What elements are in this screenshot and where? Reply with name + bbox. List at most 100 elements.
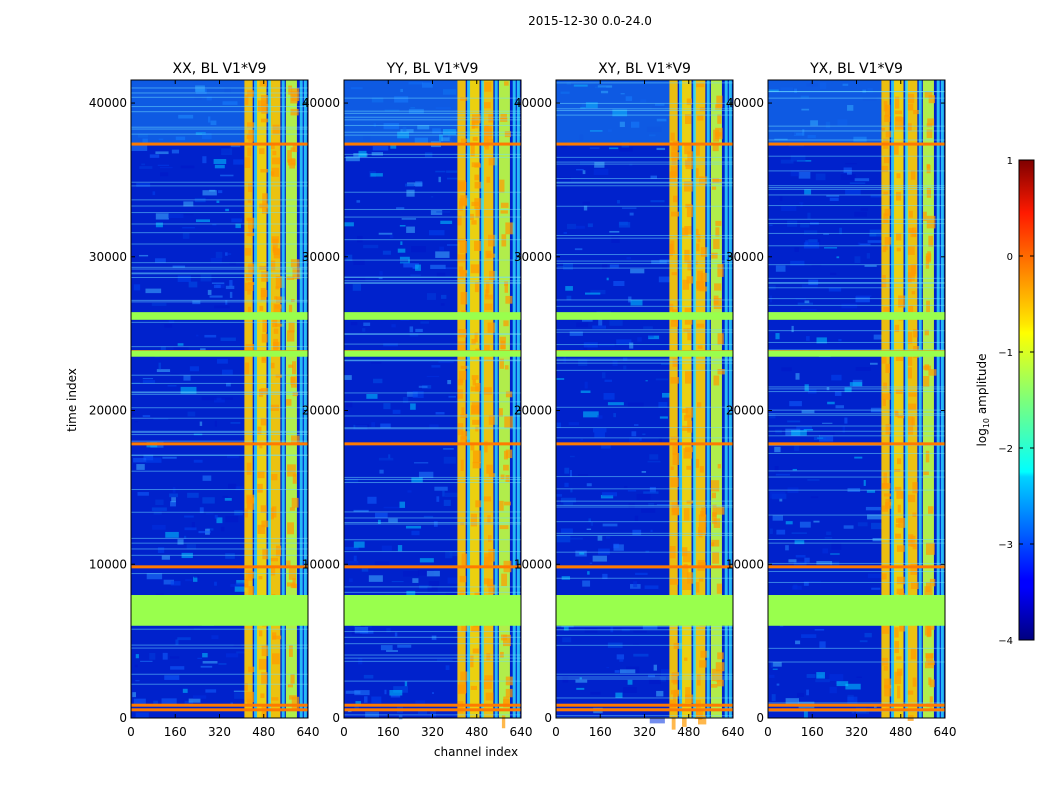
band-blotch — [896, 656, 902, 660]
texture-patch — [792, 468, 797, 471]
band-blotch — [503, 464, 509, 471]
faint-line — [768, 386, 945, 388]
texture-patch — [613, 280, 625, 287]
texture-patch — [171, 149, 180, 154]
x-tick-label: 480 — [677, 725, 700, 739]
band-blotch — [474, 240, 482, 251]
texture-patch — [797, 302, 814, 305]
band-blotch — [505, 222, 515, 235]
texture-patch — [556, 494, 562, 497]
faint-line — [344, 131, 521, 133]
faint-line — [131, 573, 308, 575]
rfi-band — [131, 565, 308, 569]
faint-line — [344, 153, 521, 155]
band-blotch — [271, 697, 279, 701]
texture-patch — [629, 342, 634, 349]
texture-patch — [630, 299, 643, 306]
bright-channel-band — [269, 80, 281, 718]
bright-channel-band — [710, 80, 722, 718]
texture-patch — [568, 422, 580, 426]
texture-patch — [447, 577, 461, 584]
band-blotch — [670, 690, 679, 695]
texture-patch — [172, 265, 186, 268]
band-blotch — [460, 138, 470, 143]
band-blotch — [684, 657, 688, 661]
texture-patch — [201, 132, 212, 140]
band-blotch — [501, 715, 506, 729]
texture-patch — [776, 529, 786, 535]
texture-patch — [146, 457, 162, 463]
rfi-band — [131, 708, 308, 712]
texture-patch — [447, 134, 451, 140]
y-tick-label: 40000 — [514, 96, 552, 110]
band-blotch — [504, 131, 511, 138]
texture-patch — [411, 477, 423, 483]
faint-line — [344, 259, 521, 261]
texture-patch — [576, 322, 589, 328]
band-blotch — [717, 652, 724, 660]
band-blotch — [259, 265, 267, 270]
band-blotch — [925, 542, 935, 555]
texture-patch — [201, 396, 217, 401]
band-blotch — [457, 684, 467, 695]
band-blotch — [487, 139, 494, 144]
texture-patch — [170, 581, 181, 586]
faint-line — [131, 268, 308, 270]
band-blotch — [291, 696, 300, 710]
texture-patch — [593, 168, 609, 175]
texture-patch — [634, 515, 639, 522]
texture-patch — [383, 506, 400, 509]
faint-line — [768, 430, 945, 432]
band-blotch — [696, 282, 705, 291]
x-tick-label: 0 — [764, 725, 772, 739]
band-blotch — [461, 553, 467, 567]
texture-patch — [597, 535, 603, 541]
faint-line — [768, 542, 945, 544]
texture-patch — [871, 522, 882, 530]
band-blotch — [247, 122, 256, 128]
texture-patch — [412, 578, 419, 583]
texture-patch — [221, 148, 233, 156]
faint-line — [344, 157, 521, 159]
texture-patch — [184, 535, 187, 539]
band-blotch — [896, 576, 906, 585]
faint-line — [344, 116, 521, 118]
texture-patch — [393, 686, 408, 693]
texture-patch — [171, 497, 176, 503]
texture-patch — [197, 657, 203, 660]
texture-patch — [844, 387, 852, 393]
texture-patch — [236, 580, 245, 586]
band-blotch — [923, 471, 929, 475]
faint-line — [556, 369, 733, 371]
band-blotch — [487, 515, 491, 523]
faint-line — [344, 654, 521, 656]
faint-line — [344, 660, 521, 662]
texture-patch — [220, 337, 236, 341]
band-blotch — [894, 117, 904, 130]
texture-patch — [231, 218, 243, 223]
texture-patch — [560, 497, 576, 503]
band-blotch — [696, 243, 700, 252]
band-blotch — [924, 329, 929, 336]
band-blotch — [881, 281, 887, 288]
texture-patch — [656, 147, 666, 151]
texture-patch — [432, 128, 441, 134]
texture-patch — [229, 280, 233, 287]
x-axis-label: channel index — [434, 745, 518, 759]
band-blotch — [908, 210, 913, 218]
band-blotch — [895, 233, 902, 241]
texture-patch — [417, 570, 434, 576]
y-tick-label: 0 — [544, 711, 552, 725]
faint-line — [556, 254, 733, 256]
band-blotch — [910, 563, 918, 575]
band-blotch — [482, 135, 489, 148]
texture-patch — [133, 698, 146, 705]
texture-patch — [202, 156, 207, 164]
texture-patch — [218, 190, 223, 194]
texture-patch — [785, 545, 789, 551]
texture-patch — [781, 367, 792, 372]
texture-patch — [806, 336, 810, 341]
texture-patch — [226, 382, 231, 387]
texture-patch — [157, 547, 165, 554]
band-blotch — [923, 365, 932, 370]
